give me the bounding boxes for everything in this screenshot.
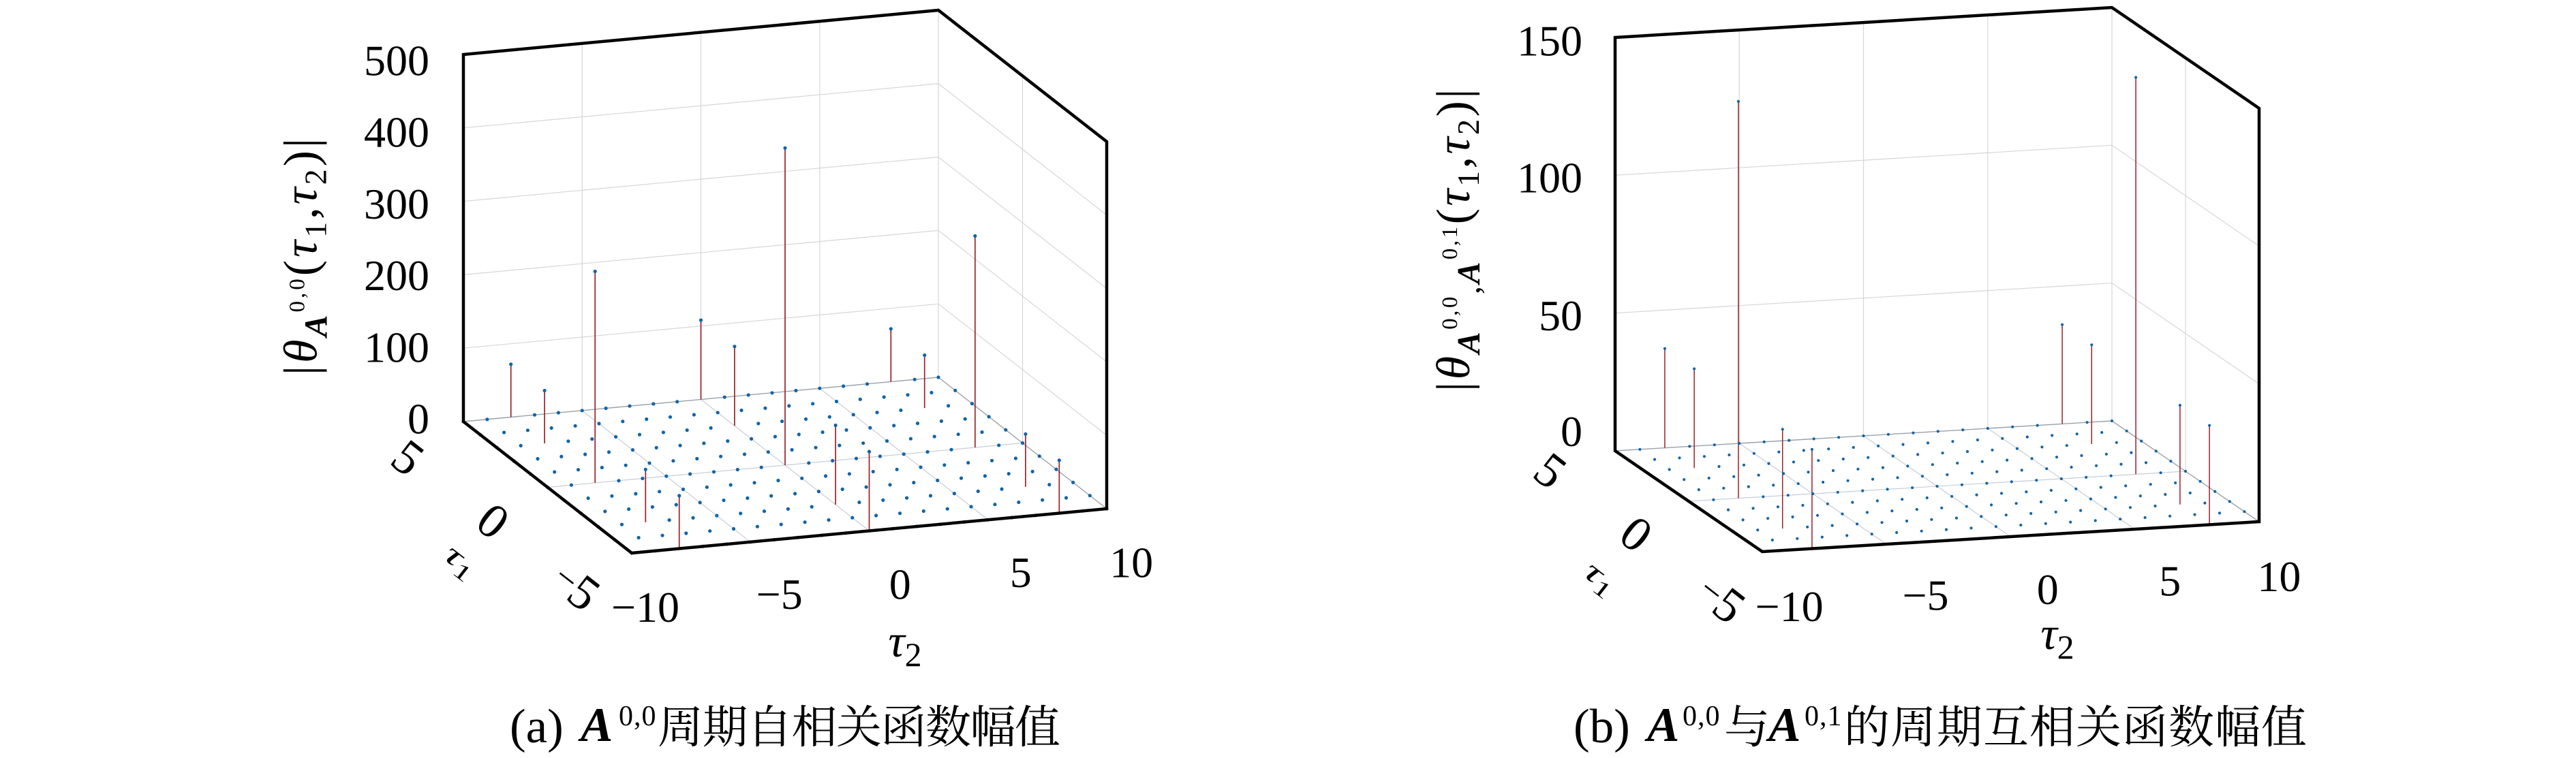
- svg-text:−10: −10: [611, 583, 679, 631]
- svg-text:0: 0: [2037, 565, 2059, 614]
- svg-text:A: A: [578, 699, 613, 752]
- svg-text:100: 100: [1517, 154, 1582, 202]
- svg-text:5: 5: [2159, 556, 2181, 605]
- svg-text:0: 0: [408, 395, 429, 443]
- svg-text:10: 10: [2257, 552, 2301, 601]
- svg-text:0: 0: [1561, 407, 1582, 456]
- svg-text:A: A: [1644, 699, 1679, 752]
- svg-text:10: 10: [1109, 539, 1153, 587]
- svg-text:0,1: 0,1: [1805, 701, 1843, 732]
- svg-text:50: 50: [1539, 291, 1582, 340]
- svg-text:300: 300: [364, 180, 429, 228]
- svg-text:−5: −5: [1902, 571, 1948, 620]
- svg-text:0,0: 0,0: [1683, 701, 1721, 732]
- svg-text:(b): (b): [1574, 700, 1630, 753]
- svg-text:|θA0,0,A0,1(τ1,τ2)|: |θA0,0,A0,1(τ1,τ2)|: [1428, 86, 1487, 392]
- svg-text:−5: −5: [756, 570, 803, 618]
- svg-text:|θA0,0(τ1,τ2)|: |θA0,0(τ1,τ2)|: [275, 136, 335, 375]
- svg-text:A: A: [1766, 699, 1800, 752]
- svg-text:150: 150: [1517, 17, 1582, 65]
- svg-text:τ2: τ2: [2040, 607, 2074, 666]
- svg-text:(a): (a): [510, 700, 564, 753]
- svg-text:5: 5: [1010, 548, 1032, 597]
- svg-text:200: 200: [364, 251, 429, 300]
- svg-text:400: 400: [364, 108, 429, 157]
- svg-text:500: 500: [364, 36, 429, 84]
- svg-text:−10: −10: [1755, 582, 1824, 631]
- svg-text:0: 0: [889, 560, 911, 609]
- svg-text:100: 100: [364, 323, 429, 371]
- svg-text:0,0: 0,0: [619, 701, 657, 732]
- svg-text:τ2: τ2: [888, 615, 921, 674]
